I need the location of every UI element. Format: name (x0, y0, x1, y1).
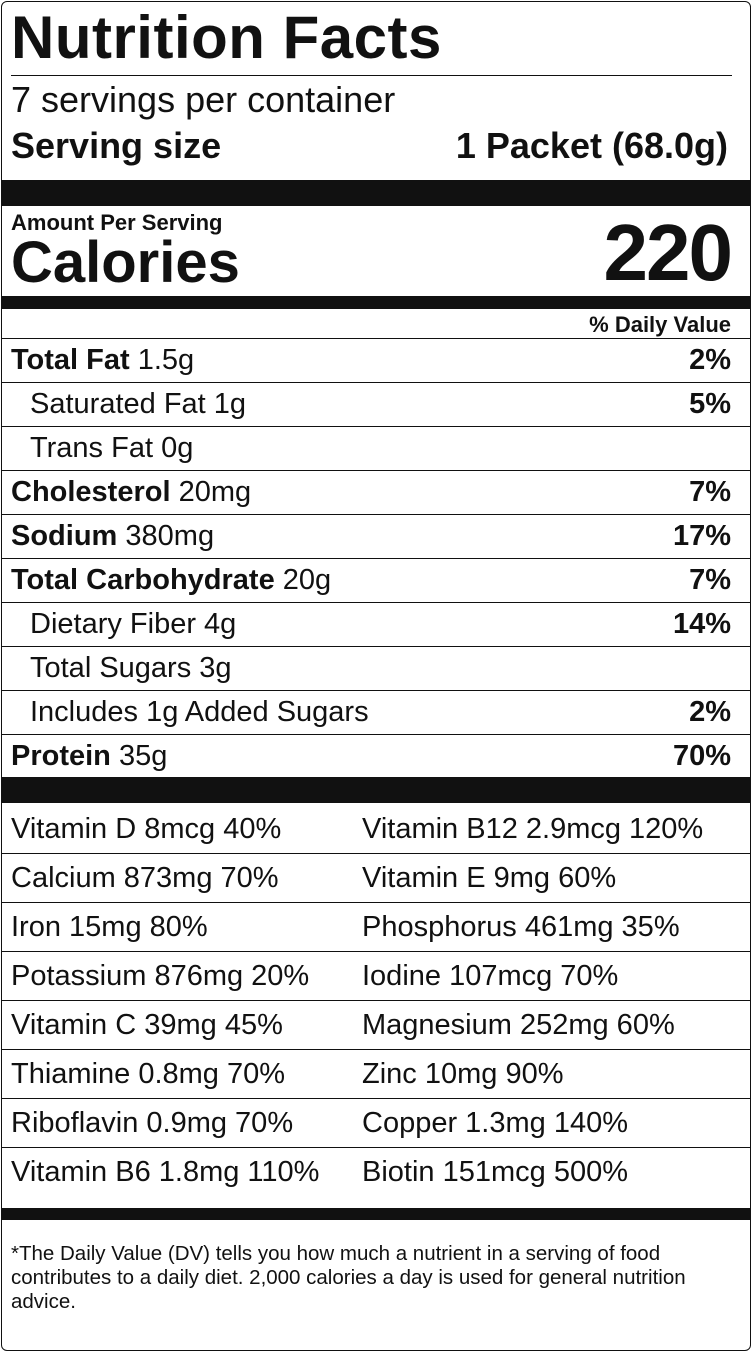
vitamin-item: Zinc 10mg 90% (362, 1058, 564, 1090)
nutrient-amount: 20g (274, 564, 332, 596)
nutrient-name: Cholesterol 20mg (11, 471, 251, 513)
nutrient-row: Saturated Fat 1g 5% (2, 382, 750, 426)
thick-divider (2, 180, 750, 206)
vitamin-item: Vitamin E 9mg 60% (362, 862, 617, 894)
vitamin-item: Biotin 151mcg 500% (362, 1156, 628, 1188)
title-divider (11, 75, 732, 76)
nutrient-name: Saturated Fat 1g (30, 383, 246, 425)
footnote: *The Daily Value (DV) tells you how much… (11, 1242, 686, 1313)
nutrient-label: Total Carbohydrate (11, 564, 275, 596)
nutrient-daily-value: 7% (689, 476, 731, 508)
nutrient-label: Dietary Fiber 4g (30, 608, 237, 640)
nutrient-row: Sodium 380mg 17% (2, 514, 750, 558)
nutrient-list: Total Fat 1.5g 2% Saturated Fat 1g 5% Trans … (2, 338, 750, 778)
vitamin-row: Thiamine 0.8mg 70% Zinc 10mg 90% (2, 1050, 750, 1099)
nutrient-daily-value: 2% (689, 344, 731, 376)
medium-divider (2, 1208, 750, 1220)
servings-per-container: 7 servings per container (11, 79, 396, 120)
nutrient-label: Protein (11, 740, 111, 772)
nutrient-label: Total Sugars 3g (30, 652, 232, 684)
nutrient-amount: 380mg (117, 520, 215, 552)
nutrient-name: Trans Fat 0g (30, 427, 193, 469)
calories-value: 220 (603, 208, 733, 297)
label-title: Nutrition Facts (11, 4, 442, 71)
nutrient-row: Cholesterol 20mg 7% (2, 470, 750, 514)
nutrient-amount: 35g (110, 740, 168, 772)
vitamin-item: Riboflavin 0.9mg 70% (11, 1107, 294, 1139)
nutrient-daily-value: 70% (672, 740, 731, 772)
nutrient-daily-value: 7% (689, 564, 731, 596)
nutrient-row: Dietary Fiber 4g 14% (2, 602, 750, 646)
vitamin-item: Vitamin D 8mcg 40% (11, 813, 282, 845)
nutrient-row: Total Carbohydrate 20g 7% (2, 558, 750, 602)
vitamin-row: Potassium 876mg 20% Iodine 107mcg 70% (2, 952, 750, 1001)
vitamin-row: Vitamin C 39mg 45% Magnesium 252mg 60% (2, 1001, 750, 1050)
vitamin-row: Vitamin B6 1.8mg 110% Biotin 151mcg 500% (2, 1148, 750, 1197)
nutrient-amount: 20mg (170, 476, 252, 508)
nutrient-amount: 1.5g (129, 344, 195, 376)
serving-size-label: Serving size (11, 125, 222, 166)
vitamin-item: Phosphorus 461mg 35% (362, 911, 680, 943)
vitamin-item: Vitamin C 39mg 45% (11, 1009, 283, 1041)
nutrient-label: Total Fat (11, 344, 130, 376)
vitamin-item: Vitamin B6 1.8mg 110% (11, 1156, 320, 1188)
nutrient-row: Total Sugars 3g (2, 646, 750, 690)
nutrient-row: Includes 1g Added Sugars 2% (2, 690, 750, 734)
vitamin-item: Thiamine 0.8mg 70% (11, 1058, 286, 1090)
vitamin-row: Riboflavin 0.9mg 70% Copper 1.3mg 140% (2, 1099, 750, 1148)
nutrient-name: Protein 35g (11, 735, 167, 777)
nutrient-label: Sodium (11, 520, 118, 552)
serving-size-row: Serving size 1 Packet (68.0g) (11, 124, 728, 168)
thick-divider (2, 777, 750, 803)
daily-value-header: % Daily Value (589, 312, 731, 337)
nutrient-label: Cholesterol (11, 476, 171, 508)
vitamin-row: Vitamin D 8mcg 40% Vitamin B12 2.9mcg 120… (2, 805, 750, 854)
nutrient-daily-value: 14% (672, 608, 731, 640)
medium-divider (2, 296, 750, 309)
vitamin-mineral-grid: Vitamin D 8mcg 40% Vitamin B12 2.9mcg 120… (2, 805, 750, 1197)
nutrient-row: Total Fat 1.5g 2% (2, 338, 750, 382)
vitamin-row: Iron 15mg 80% Phosphorus 461mg 35% (2, 903, 750, 952)
nutrient-name: Sodium 380mg (11, 515, 214, 557)
nutrient-label: Trans Fat 0g (30, 432, 194, 464)
nutrient-label: Saturated Fat 1g (30, 388, 247, 420)
nutrient-name: Total Fat 1.5g (11, 339, 194, 381)
nutrient-name: Total Sugars 3g (30, 647, 232, 689)
nutrient-name: Includes 1g Added Sugars (30, 691, 369, 733)
vitamin-item: Copper 1.3mg 140% (362, 1107, 628, 1139)
nutrient-daily-value: 17% (672, 520, 731, 552)
nutrient-daily-value: 2% (689, 696, 731, 728)
serving-size-value: 1 Packet (68.0g) (455, 125, 728, 166)
nutrient-row: Protein 35g 70% (2, 734, 750, 778)
vitamin-item: Iodine 107mcg 70% (362, 960, 619, 992)
amount-per-serving: Amount Per Serving (11, 210, 223, 235)
nutrient-daily-value: 5% (689, 388, 731, 420)
calories-label: Calories (11, 230, 240, 295)
vitamin-row: Calcium 873mg 70% Vitamin E 9mg 60% (2, 854, 750, 903)
vitamin-item: Calcium 873mg 70% (11, 862, 279, 894)
nutrient-name: Dietary Fiber 4g (30, 603, 236, 645)
vitamin-item: Iron 15mg 80% (11, 911, 208, 943)
vitamin-item: Potassium 876mg 20% (11, 960, 310, 992)
vitamin-item: Vitamin B12 2.9mcg 120% (362, 813, 704, 845)
nutrient-label: Includes 1g Added Sugars (30, 696, 369, 728)
nutrient-row: Trans Fat 0g (2, 426, 750, 470)
nutrient-name: Total Carbohydrate 20g (11, 559, 331, 601)
vitamin-item: Magnesium 252mg 60% (362, 1009, 675, 1041)
